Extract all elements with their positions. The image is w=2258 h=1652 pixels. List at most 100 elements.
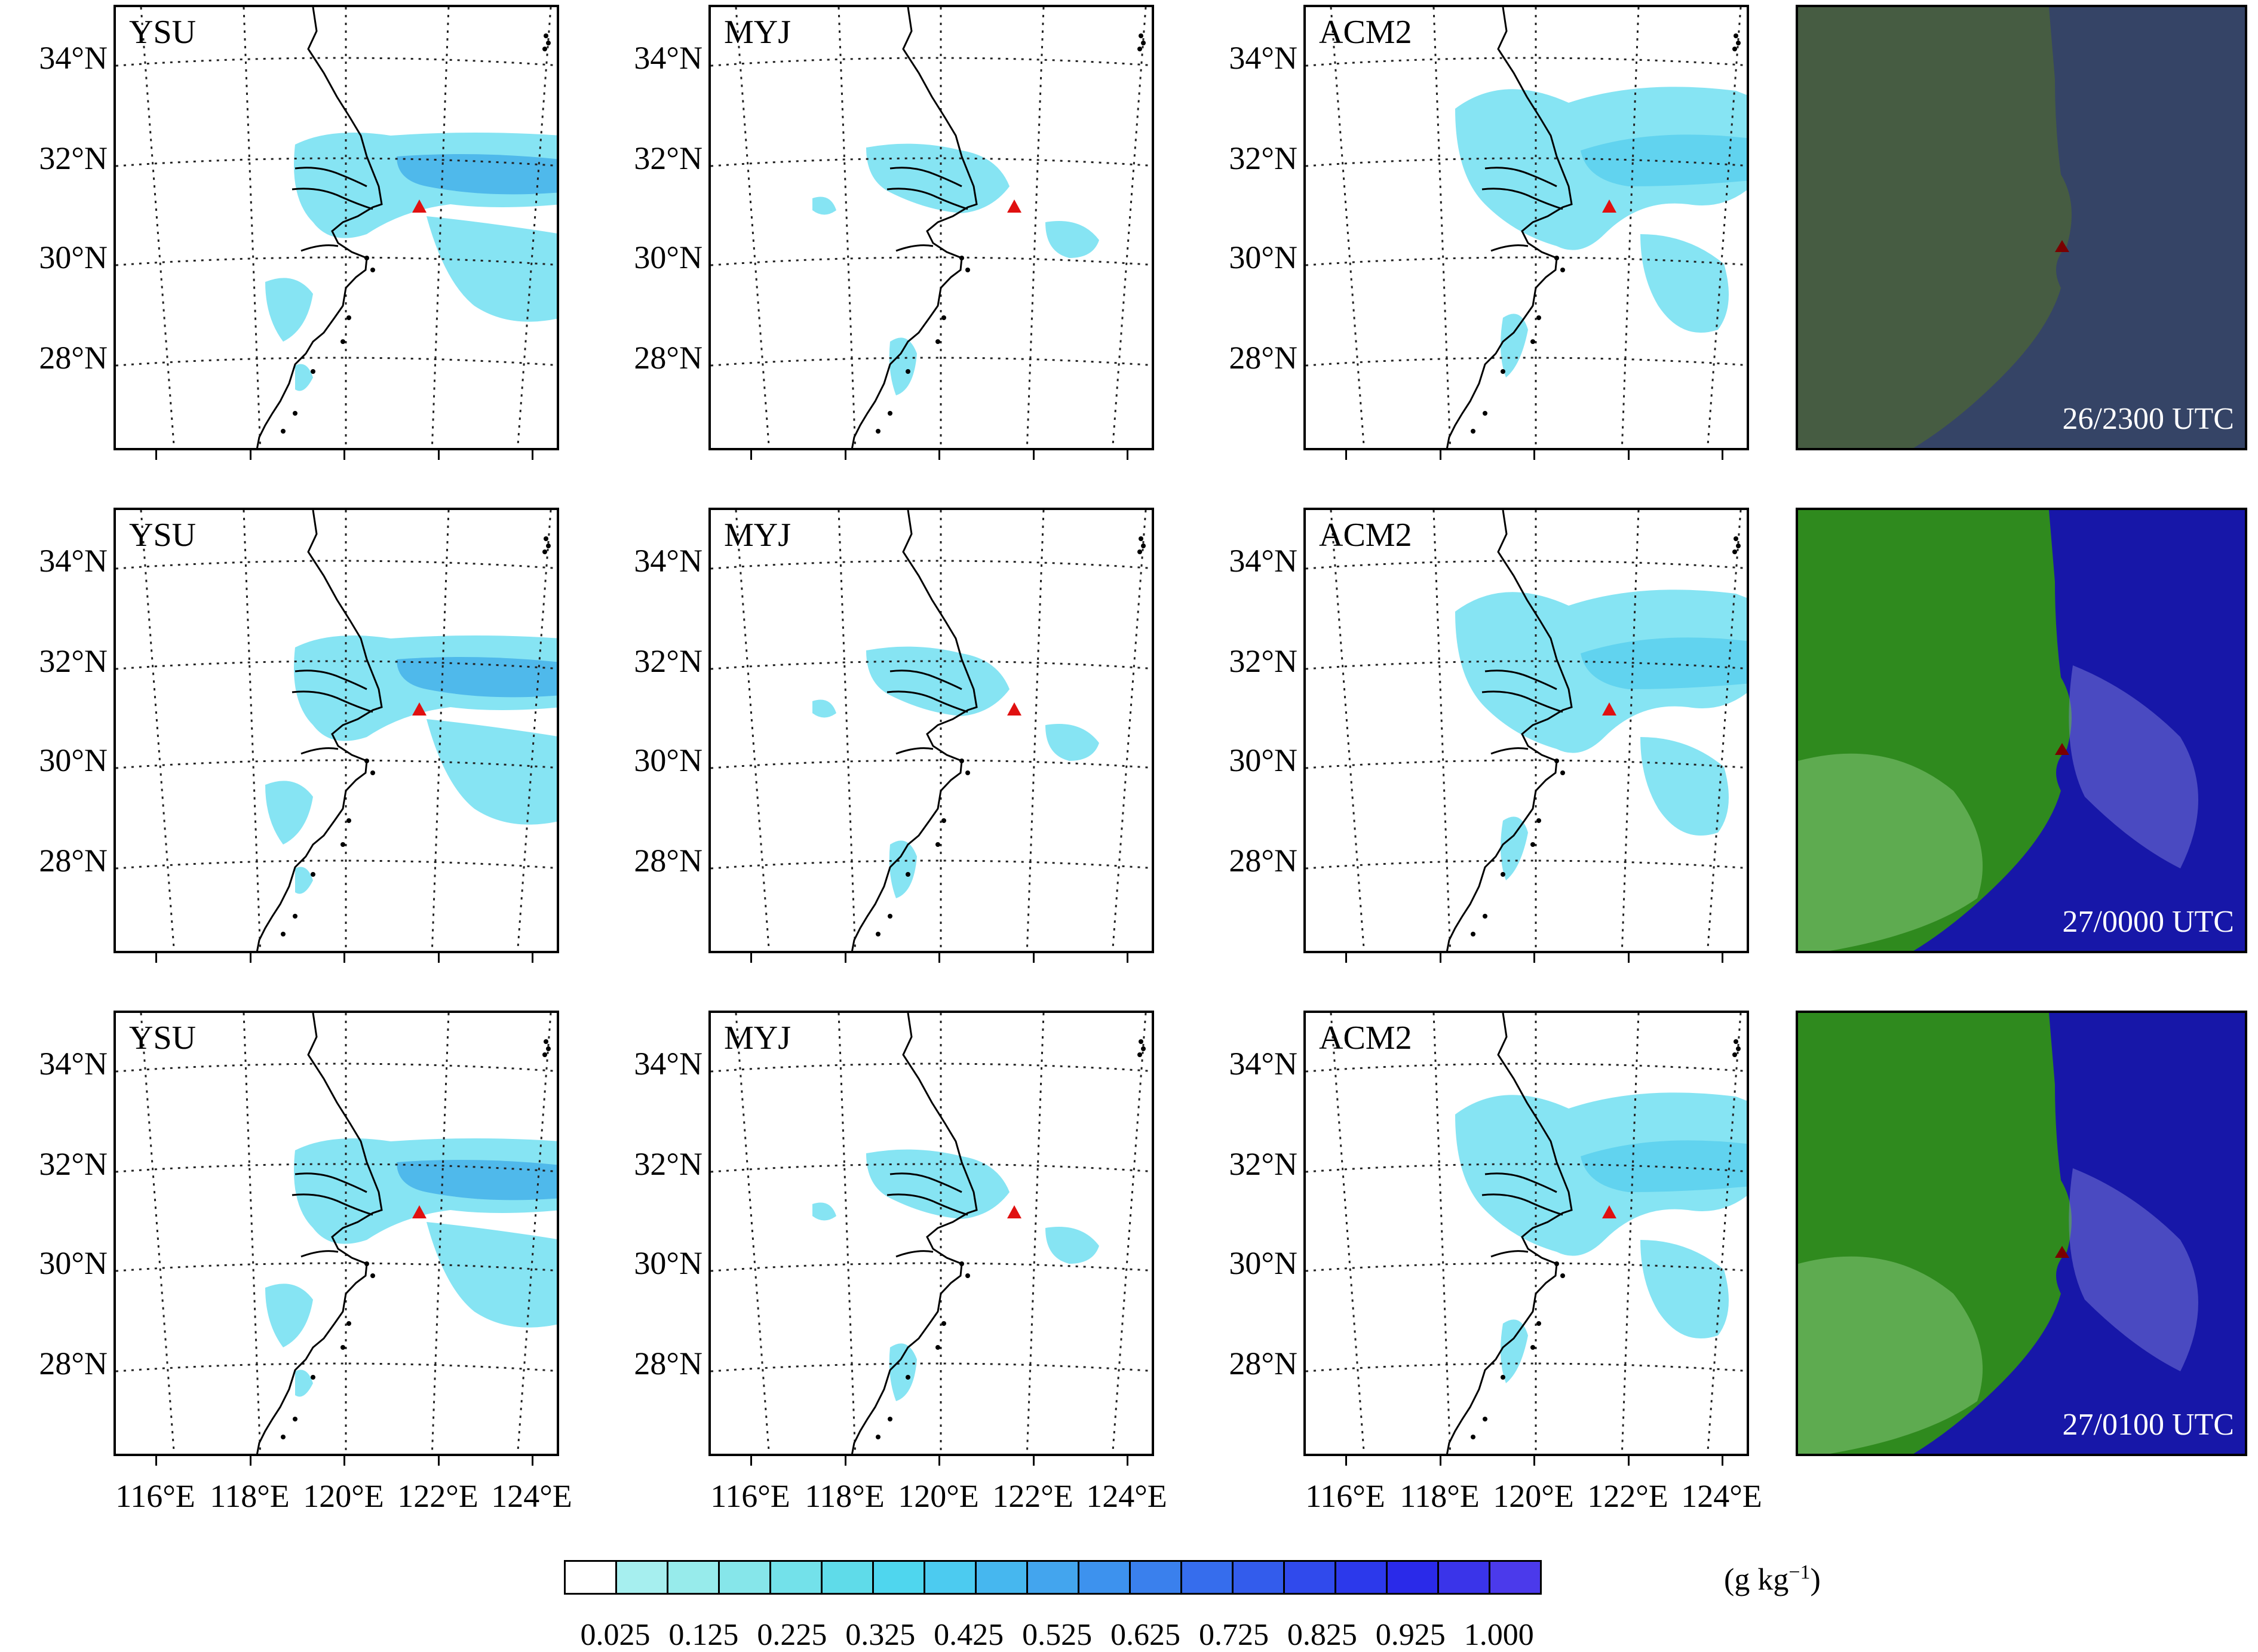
colorbar-label: 0.725 bbox=[1198, 1618, 1269, 1652]
island bbox=[311, 369, 315, 374]
island bbox=[959, 1261, 964, 1266]
island bbox=[1141, 543, 1146, 548]
colorbar-cell bbox=[1026, 1560, 1079, 1595]
colorbar-cell bbox=[615, 1560, 668, 1595]
cloud-area bbox=[1045, 1227, 1099, 1264]
coastline bbox=[294, 167, 367, 188]
colorbar-label: 0.525 bbox=[1022, 1618, 1093, 1652]
island bbox=[346, 1321, 351, 1326]
cloud-area bbox=[889, 337, 917, 395]
station-marker bbox=[412, 199, 427, 213]
longitude-gridline bbox=[1330, 1013, 1365, 1454]
island bbox=[1501, 1375, 1505, 1380]
station-marker bbox=[1602, 702, 1616, 716]
coastline bbox=[851, 7, 978, 448]
colorbar-unit: (g kg−1) bbox=[1724, 1561, 1821, 1597]
coastline bbox=[1484, 1172, 1557, 1193]
island bbox=[542, 549, 547, 554]
colorbar-cell bbox=[667, 1560, 720, 1595]
island bbox=[1554, 1261, 1559, 1266]
coastline bbox=[1490, 244, 1529, 252]
colorbar-cell bbox=[1078, 1560, 1131, 1595]
island bbox=[340, 842, 345, 847]
colorbar-label: 0.925 bbox=[1375, 1618, 1446, 1652]
axis-tick bbox=[750, 953, 752, 963]
station-marker bbox=[2055, 1246, 2069, 1258]
cloud-area bbox=[265, 278, 313, 342]
longitude-label: 116°E bbox=[115, 1478, 195, 1514]
island bbox=[346, 818, 351, 823]
time-label: 27/0000 UTC bbox=[2062, 905, 2234, 939]
axis-tick bbox=[1628, 953, 1630, 963]
latitude-gridline bbox=[116, 660, 557, 670]
island bbox=[888, 1417, 892, 1421]
colorbar-label: 1.000 bbox=[1464, 1618, 1534, 1652]
map-svg bbox=[1306, 1013, 1747, 1454]
axis-tick bbox=[250, 953, 251, 963]
axis-tick bbox=[1722, 953, 1723, 963]
axis-tick bbox=[845, 450, 846, 460]
island bbox=[370, 268, 375, 272]
colorbar-cell bbox=[564, 1560, 617, 1595]
colorbar-label: 0.225 bbox=[757, 1618, 827, 1652]
longitude-gridline bbox=[1707, 1013, 1742, 1454]
latitude-label: 34°N bbox=[634, 543, 702, 579]
axis-tick bbox=[1440, 450, 1441, 460]
longitude-label: 124°E bbox=[1681, 1478, 1762, 1514]
latitude-label: 32°N bbox=[39, 1146, 108, 1182]
coastline bbox=[851, 1013, 978, 1454]
cloud-area bbox=[812, 1202, 836, 1221]
latitude-gridline bbox=[711, 660, 1152, 670]
island bbox=[959, 759, 964, 763]
latitude-label: 28°N bbox=[634, 340, 702, 376]
island bbox=[281, 1435, 286, 1439]
island bbox=[965, 1273, 970, 1278]
satellite-panel-3: 27/0100 UTC bbox=[1796, 1011, 2247, 1456]
latitude-label: 30°N bbox=[39, 239, 108, 275]
latitude-gridline bbox=[116, 1063, 557, 1073]
longitude-gridline bbox=[243, 7, 262, 448]
map-panel-ysu-1: YSU bbox=[113, 5, 559, 450]
axis-tick bbox=[845, 1456, 846, 1466]
latitude-label: 30°N bbox=[634, 1245, 702, 1281]
latitude-gridline bbox=[711, 560, 1152, 570]
latitude-label: 34°N bbox=[1229, 543, 1297, 579]
map-panel-myj-3: MYJ bbox=[708, 1011, 1154, 1456]
island bbox=[876, 429, 881, 434]
latitude-label: 32°N bbox=[1229, 643, 1297, 679]
colorbar-label: 0.825 bbox=[1287, 1618, 1357, 1652]
axis-tick bbox=[1722, 1456, 1723, 1466]
latitude-label: 32°N bbox=[1229, 1146, 1297, 1182]
axis-tick bbox=[938, 1456, 940, 1466]
coastline bbox=[895, 747, 934, 755]
axis-tick bbox=[1628, 1456, 1630, 1466]
axis-tick bbox=[1033, 953, 1035, 963]
latitude-gridline bbox=[1306, 1362, 1747, 1372]
island bbox=[546, 1046, 551, 1051]
latitude-gridline bbox=[711, 1262, 1152, 1272]
island bbox=[1560, 770, 1565, 775]
axis-tick bbox=[1533, 450, 1535, 460]
colorbar-cell bbox=[821, 1560, 874, 1595]
colorbar-cell bbox=[718, 1560, 771, 1595]
island bbox=[1732, 549, 1737, 554]
island bbox=[935, 1345, 940, 1350]
island bbox=[1137, 549, 1142, 554]
satellite-sea bbox=[1913, 7, 2245, 448]
latitude-gridline bbox=[711, 1362, 1152, 1372]
scheme-label: YSU bbox=[129, 1020, 197, 1057]
longitude-gridline bbox=[1707, 7, 1742, 448]
island bbox=[888, 914, 892, 919]
latitude-gridline bbox=[711, 1163, 1152, 1173]
cloud-area bbox=[295, 867, 313, 894]
longitude-gridline bbox=[837, 510, 857, 951]
map-svg bbox=[116, 1013, 557, 1454]
scheme-label: YSU bbox=[129, 14, 197, 51]
coastline bbox=[1446, 7, 1573, 448]
latitude-gridline bbox=[1306, 1262, 1747, 1272]
colorbar-label: 0.425 bbox=[934, 1618, 1004, 1652]
colorbar-cell bbox=[1232, 1560, 1285, 1595]
island bbox=[370, 770, 375, 775]
latitude-label: 28°N bbox=[39, 1346, 108, 1381]
latitude-gridline bbox=[1306, 357, 1747, 367]
